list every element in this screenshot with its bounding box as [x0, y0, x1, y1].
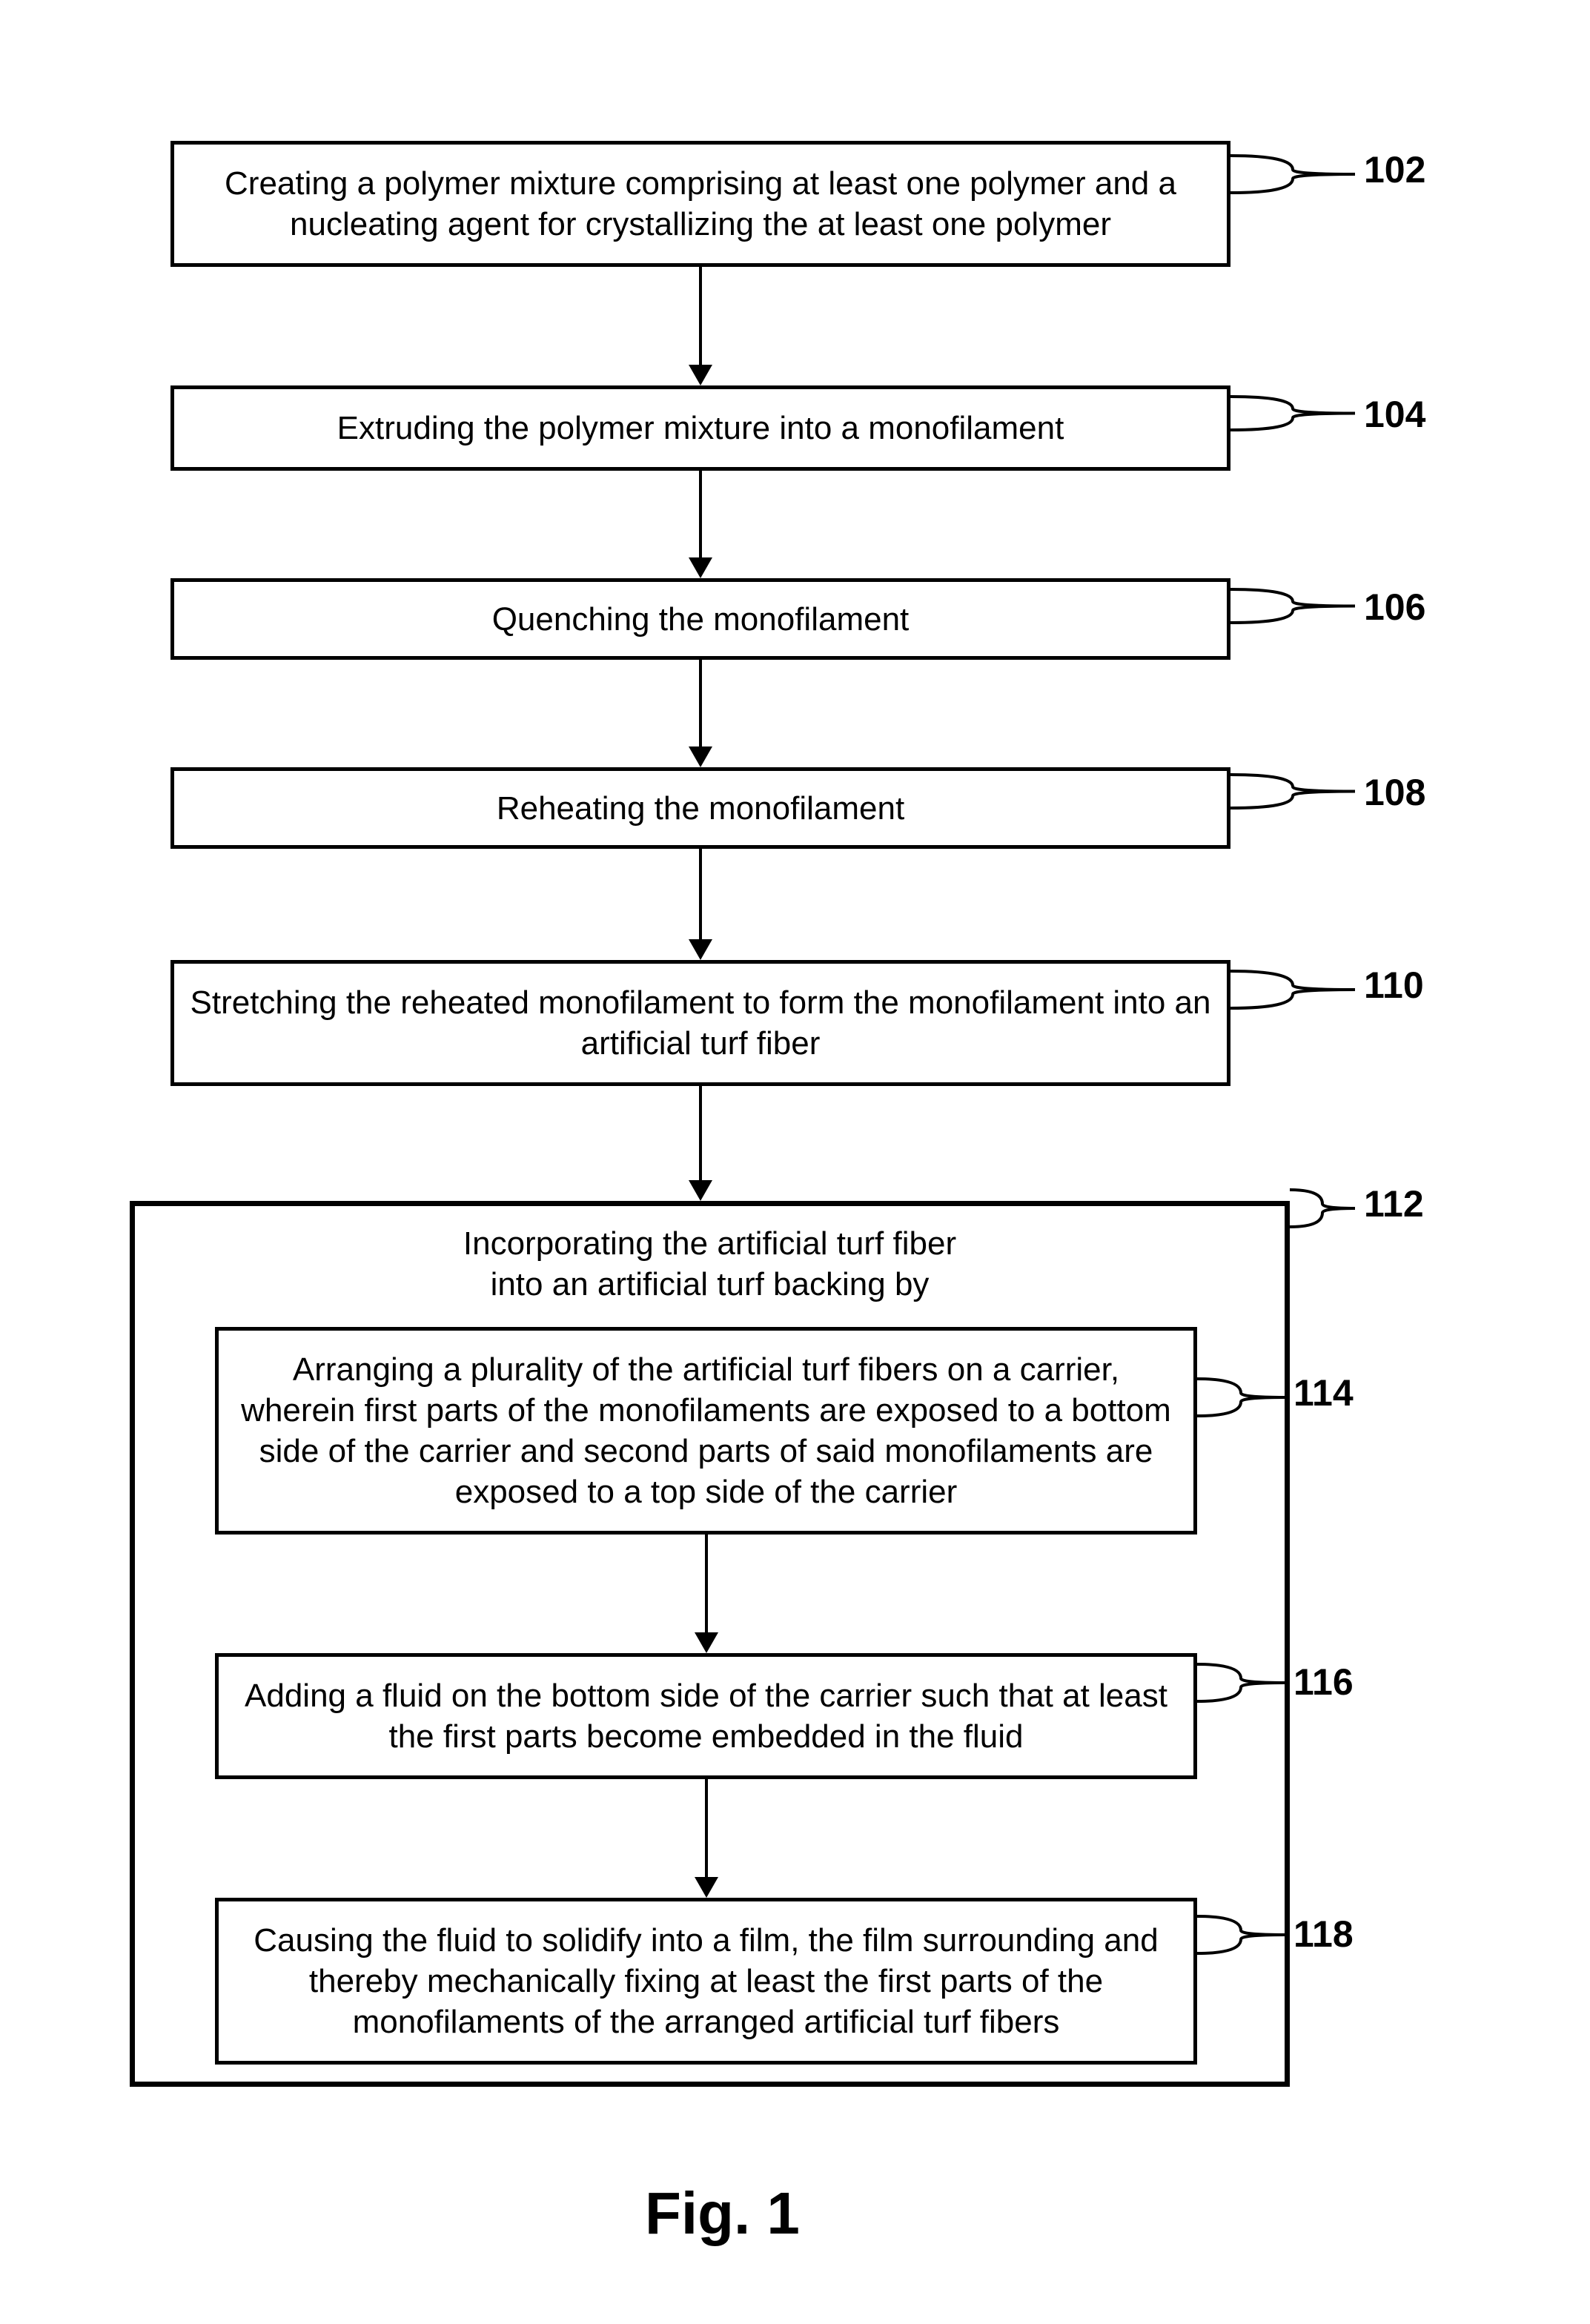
arrow-line — [705, 1535, 708, 1632]
ref-label-114: 114 — [1293, 1371, 1354, 1414]
step-104-text: Extruding the polymer mixture into a mon… — [337, 408, 1064, 448]
arrow-head-icon — [695, 1877, 718, 1898]
ref-label-106: 106 — [1364, 586, 1425, 629]
arrow-line — [699, 267, 702, 365]
ref-label-118: 118 — [1293, 1913, 1354, 1956]
step-104-box: Extruding the polymer mixture into a mon… — [170, 385, 1230, 471]
arrow-head-icon — [689, 939, 712, 960]
ref-bracket-106 — [1223, 582, 1362, 630]
arrow-line — [705, 1779, 708, 1877]
ref-bracket-104 — [1223, 389, 1362, 437]
step-116-box: Adding a fluid on the bottom side of the… — [215, 1653, 1197, 1779]
ref-bracket-114 — [1190, 1371, 1292, 1423]
ref-bracket-102 — [1223, 148, 1362, 200]
step-116-text: Adding a fluid on the bottom side of the… — [233, 1675, 1179, 1757]
arrow-head-icon — [689, 746, 712, 767]
ref-label-108: 108 — [1364, 771, 1425, 814]
step-114-box: Arranging a plurality of the artificial … — [215, 1327, 1197, 1535]
step-108-text: Reheating the monofilament — [497, 788, 904, 829]
arrow-head-icon — [689, 1180, 712, 1201]
arrow-line — [699, 1086, 702, 1180]
step-102-text: Creating a polymer mixture comprising at… — [189, 163, 1212, 245]
arrow-line — [699, 849, 702, 939]
arrow-line — [699, 660, 702, 746]
step-118-box: Causing the fluid to solidify into a fil… — [215, 1898, 1197, 2065]
ref-bracket-112 — [1282, 1182, 1362, 1234]
ref-bracket-118 — [1190, 1909, 1292, 1961]
ref-label-116: 116 — [1293, 1661, 1354, 1704]
step-110-box: Stretching the reheated monofilament to … — [170, 960, 1230, 1086]
step-102-box: Creating a polymer mixture comprising at… — [170, 141, 1230, 267]
flowchart-canvas: Creating a polymer mixture comprising at… — [0, 0, 1590, 2324]
arrow-head-icon — [689, 365, 712, 385]
arrow-head-icon — [695, 1632, 718, 1653]
ref-label-112: 112 — [1364, 1182, 1424, 1225]
step-114-text: Arranging a plurality of the artificial … — [233, 1349, 1179, 1512]
step-110-text: Stretching the reheated monofilament to … — [189, 982, 1212, 1064]
ref-bracket-110 — [1223, 964, 1362, 1016]
ref-label-102: 102 — [1364, 148, 1425, 191]
ref-bracket-108 — [1223, 767, 1362, 815]
ref-bracket-116 — [1190, 1657, 1292, 1709]
step-118-text: Causing the fluid to solidify into a fil… — [233, 1920, 1179, 2042]
arrow-head-icon — [689, 557, 712, 578]
step-112-title: Incorporating the artificial turf fiber … — [130, 1223, 1290, 1305]
arrow-line — [699, 471, 702, 557]
step-112-title-text: Incorporating the artificial turf fiber … — [463, 1225, 956, 1302]
ref-label-110: 110 — [1364, 964, 1424, 1007]
step-108-box: Reheating the monofilament — [170, 767, 1230, 849]
ref-label-104: 104 — [1364, 393, 1425, 436]
figure-label: Fig. 1 — [645, 2179, 800, 2248]
step-106-box: Quenching the monofilament — [170, 578, 1230, 660]
step-106-text: Quenching the monofilament — [492, 599, 910, 640]
